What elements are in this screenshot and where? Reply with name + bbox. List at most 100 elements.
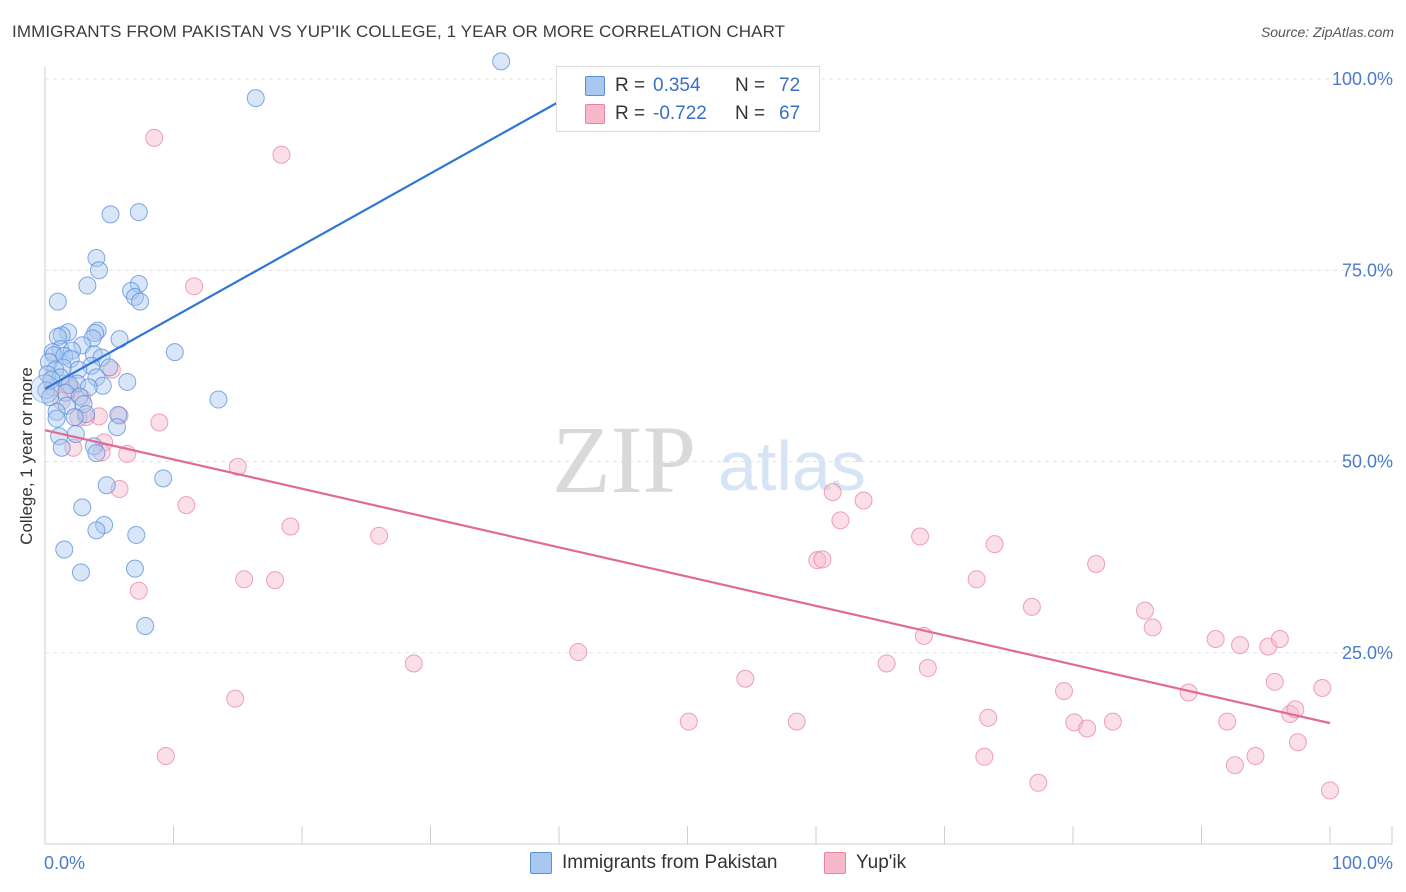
- pakistan-point[interactable]: [78, 276, 97, 295]
- pakistan-point[interactable]: [86, 323, 105, 342]
- yupik-point[interactable]: [1135, 601, 1154, 620]
- yupik-point[interactable]: [1143, 618, 1162, 637]
- tick-labels: 25.0% 50.0% 75.0% 100.0% 0.0% 100.0%: [44, 69, 1393, 873]
- pakistan-point[interactable]: [136, 616, 155, 635]
- yupik-point[interactable]: [1246, 747, 1265, 766]
- pakistan-point[interactable]: [131, 292, 150, 311]
- pakistan-point[interactable]: [66, 424, 85, 443]
- yupik-point[interactable]: [266, 571, 285, 590]
- pakistan-point[interactable]: [100, 358, 119, 377]
- pakistan-point[interactable]: [97, 476, 116, 495]
- yupik-point[interactable]: [831, 511, 850, 530]
- yupik-point[interactable]: [679, 712, 698, 731]
- yupik-point[interactable]: [975, 747, 994, 766]
- yupik-point[interactable]: [129, 581, 148, 600]
- yupik-point[interactable]: [1265, 672, 1284, 691]
- yupik-point[interactable]: [918, 659, 937, 678]
- legend-item-yupik[interactable]: Yup'ik: [824, 852, 906, 874]
- legend-item-pakistan[interactable]: Immigrants from Pakistan: [530, 852, 777, 874]
- yupik-point[interactable]: [226, 689, 245, 708]
- legend-n-label: N =: [735, 103, 766, 124]
- legend-label-pakistan: Immigrants from Pakistan: [562, 852, 778, 873]
- yupik-point[interactable]: [736, 669, 755, 688]
- pakistan-point[interactable]: [209, 390, 228, 409]
- yupik-point[interactable]: [911, 527, 930, 546]
- pakistan-point[interactable]: [246, 89, 265, 108]
- yupik-point[interactable]: [102, 360, 121, 379]
- pakistan-point[interactable]: [77, 405, 96, 424]
- pakistan-point[interactable]: [73, 498, 92, 517]
- pakistan-point[interactable]: [65, 408, 84, 427]
- yupik-point[interactable]: [177, 496, 196, 515]
- pakistan-point[interactable]: [101, 205, 120, 224]
- yupik-point[interactable]: [150, 413, 169, 432]
- yupik-point[interactable]: [272, 145, 291, 164]
- yupik-point[interactable]: [1022, 597, 1041, 616]
- pakistan-point[interactable]: [165, 343, 184, 362]
- series-legend: Immigrants from Pakistan Yup'ik: [0, 852, 1406, 878]
- pakistan-point[interactable]: [93, 376, 112, 395]
- pakistan-point[interactable]: [87, 444, 106, 463]
- yupik-point[interactable]: [1270, 629, 1289, 648]
- x-tick-label-max: 100.0%: [1332, 853, 1393, 873]
- yupik-point[interactable]: [808, 551, 827, 570]
- yupik-point[interactable]: [1206, 629, 1225, 648]
- pakistan-point[interactable]: [107, 418, 126, 437]
- pakistan-point[interactable]: [55, 540, 74, 559]
- yupik-point[interactable]: [228, 457, 247, 476]
- pakistan-point[interactable]: [52, 438, 71, 457]
- yupik-point[interactable]: [1288, 733, 1307, 752]
- yupik-point[interactable]: [787, 712, 806, 731]
- yupik-point[interactable]: [1225, 756, 1244, 775]
- yupik-point[interactable]: [235, 570, 254, 589]
- yupik-point[interactable]: [877, 654, 896, 673]
- pakistan-point[interactable]: [118, 372, 137, 391]
- yupik-point[interactable]: [1313, 678, 1332, 697]
- yupik-point[interactable]: [979, 708, 998, 727]
- yupik-point[interactable]: [1029, 773, 1048, 792]
- pakistan-point[interactable]: [492, 52, 511, 71]
- yupik-point[interactable]: [404, 654, 423, 673]
- yupik-point[interactable]: [145, 128, 164, 147]
- yupik-point[interactable]: [1321, 781, 1339, 800]
- pakistan-point[interactable]: [48, 292, 67, 311]
- yupik-point[interactable]: [854, 491, 873, 510]
- yupik-point[interactable]: [1103, 712, 1122, 731]
- pakistan-point[interactable]: [79, 378, 98, 397]
- yupik-point[interactable]: [281, 517, 300, 536]
- correlation-legend: R = 0.354 N = 72 R = -0.722 N = 67: [556, 66, 820, 132]
- pakistan-point[interactable]: [43, 343, 62, 362]
- yupik-point[interactable]: [110, 406, 129, 425]
- yupik-point[interactable]: [1055, 682, 1074, 700]
- y-axis-label: College, 1 year or more: [17, 367, 36, 545]
- pakistan-point[interactable]: [154, 469, 173, 488]
- pakistan-point[interactable]: [129, 203, 148, 222]
- chart-title: IMMIGRANTS FROM PAKISTAN VS YUP'IK COLLE…: [12, 22, 786, 41]
- pakistan-point[interactable]: [47, 402, 66, 421]
- yupik-point[interactable]: [1231, 636, 1250, 655]
- yupik-point[interactable]: [156, 747, 175, 766]
- yupik-point[interactable]: [823, 483, 842, 502]
- pakistan-point[interactable]: [127, 525, 146, 544]
- source-label: Source: ZipAtlas.com: [1260, 24, 1394, 40]
- yupik-point[interactable]: [370, 526, 389, 545]
- legend-row-pakistan: R = 0.354 N = 72: [585, 74, 800, 98]
- series-pakistan-points: [30, 52, 511, 635]
- pakistan-point[interactable]: [89, 261, 108, 280]
- y-tick-label: 25.0%: [1342, 643, 1393, 663]
- yupik-point[interactable]: [1087, 555, 1106, 574]
- legend-n-label: N =: [735, 75, 766, 96]
- legend-row-yupik: R = -0.722 N = 67: [585, 102, 800, 126]
- yupik-point[interactable]: [185, 277, 204, 296]
- yupik-point[interactable]: [1078, 719, 1097, 738]
- yupik-point[interactable]: [569, 642, 588, 661]
- yupik-point[interactable]: [967, 570, 986, 589]
- yupik-point[interactable]: [985, 535, 1004, 554]
- yupik-point[interactable]: [813, 550, 832, 569]
- pakistan-point[interactable]: [87, 521, 106, 540]
- yupik-point[interactable]: [1218, 712, 1237, 731]
- pakistan-point[interactable]: [47, 409, 66, 428]
- pakistan-point[interactable]: [71, 563, 90, 582]
- pakistan-point[interactable]: [125, 559, 144, 578]
- pakistan-point[interactable]: [83, 329, 102, 348]
